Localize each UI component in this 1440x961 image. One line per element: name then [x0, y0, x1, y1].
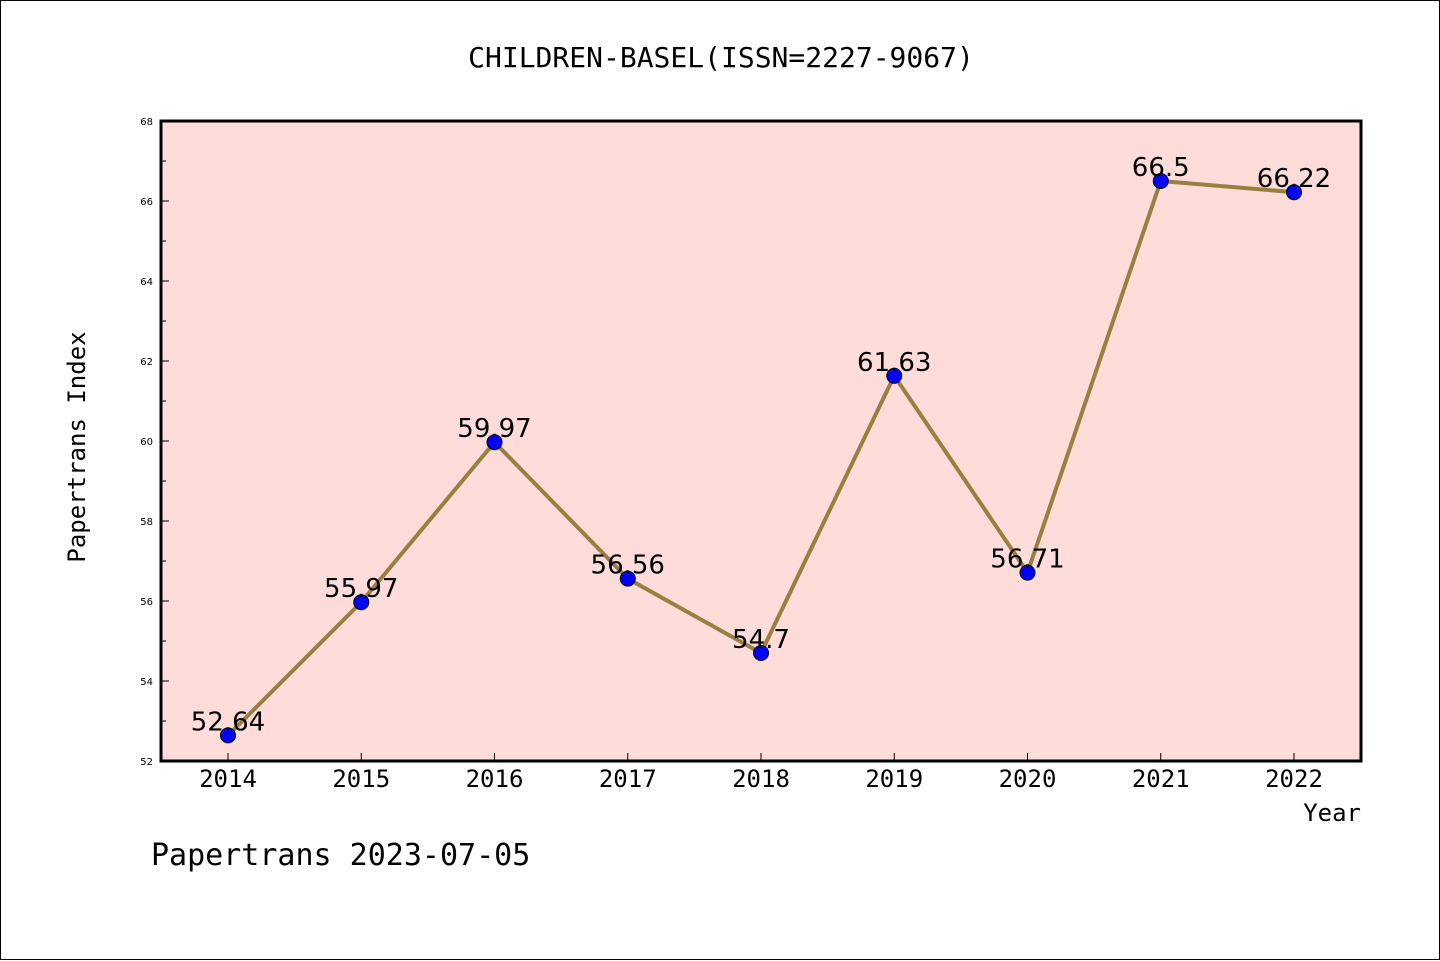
footer-text: Papertrans 2023-07-05	[151, 838, 530, 873]
plot-frame	[159, 119, 1363, 763]
x-tick-label: 2015	[332, 765, 390, 793]
y-axis-title: Papertrans Index	[63, 331, 91, 562]
y-axis-ticks: 52 54 56 58 60 62 64 66 68	[140, 117, 169, 768]
data-label: 56.56	[591, 551, 665, 581]
y-tick-label: 56	[140, 597, 153, 608]
data-label: 66.22	[1257, 164, 1331, 194]
y-tick-label: 64	[140, 277, 153, 288]
data-point	[1152, 173, 1169, 189]
x-tick-label: 2019	[865, 765, 923, 793]
y-tick-label: 68	[140, 117, 153, 128]
data-point	[1019, 564, 1036, 581]
data-label: 59.97	[457, 414, 531, 444]
x-tick-label: 2017	[599, 765, 657, 793]
data-point	[353, 594, 370, 611]
data-label: 56.71	[990, 545, 1064, 575]
y-tick-label: 62	[140, 357, 153, 368]
x-tick-label: 2020	[999, 765, 1057, 793]
y-tick-label: 66	[140, 197, 153, 208]
data-labels: 52.64 55.97 59.97 56.56 54.7 61.63 56.71 66.5 66…	[191, 153, 1331, 737]
data-label: 55.97	[324, 574, 398, 604]
data-point	[753, 645, 769, 661]
y-tick-label: 58	[140, 517, 153, 528]
x-tick-label: 2014	[199, 765, 257, 793]
data-markers	[220, 173, 1302, 744]
data-label: 66.5	[1132, 153, 1190, 183]
plot-area	[161, 121, 1361, 761]
x-axis-title: Year	[1303, 799, 1361, 827]
data-label: 54.7	[732, 625, 790, 655]
data-point	[619, 570, 636, 587]
data-point	[1286, 184, 1302, 201]
x-tick-label: 2021	[1132, 765, 1190, 793]
data-point	[220, 727, 236, 744]
x-tick-label: 2018	[732, 765, 790, 793]
y-tick-label: 54	[140, 677, 153, 688]
y-tick-label: 52	[140, 757, 153, 768]
x-tick-label: 2022	[1265, 765, 1323, 793]
data-point	[486, 434, 503, 451]
data-label: 52.64	[191, 707, 265, 737]
y-tick-label: 60	[140, 437, 153, 448]
chart-title: CHILDREN-BASEL(ISSN=2227-9067)	[468, 41, 974, 74]
x-axis-ticks: 2014 2015 2016 2017 2018 2019 2020 2021 2022	[199, 753, 1323, 793]
data-point	[886, 367, 903, 384]
data-label: 61.63	[857, 348, 931, 378]
x-tick-label: 2016	[466, 765, 524, 793]
